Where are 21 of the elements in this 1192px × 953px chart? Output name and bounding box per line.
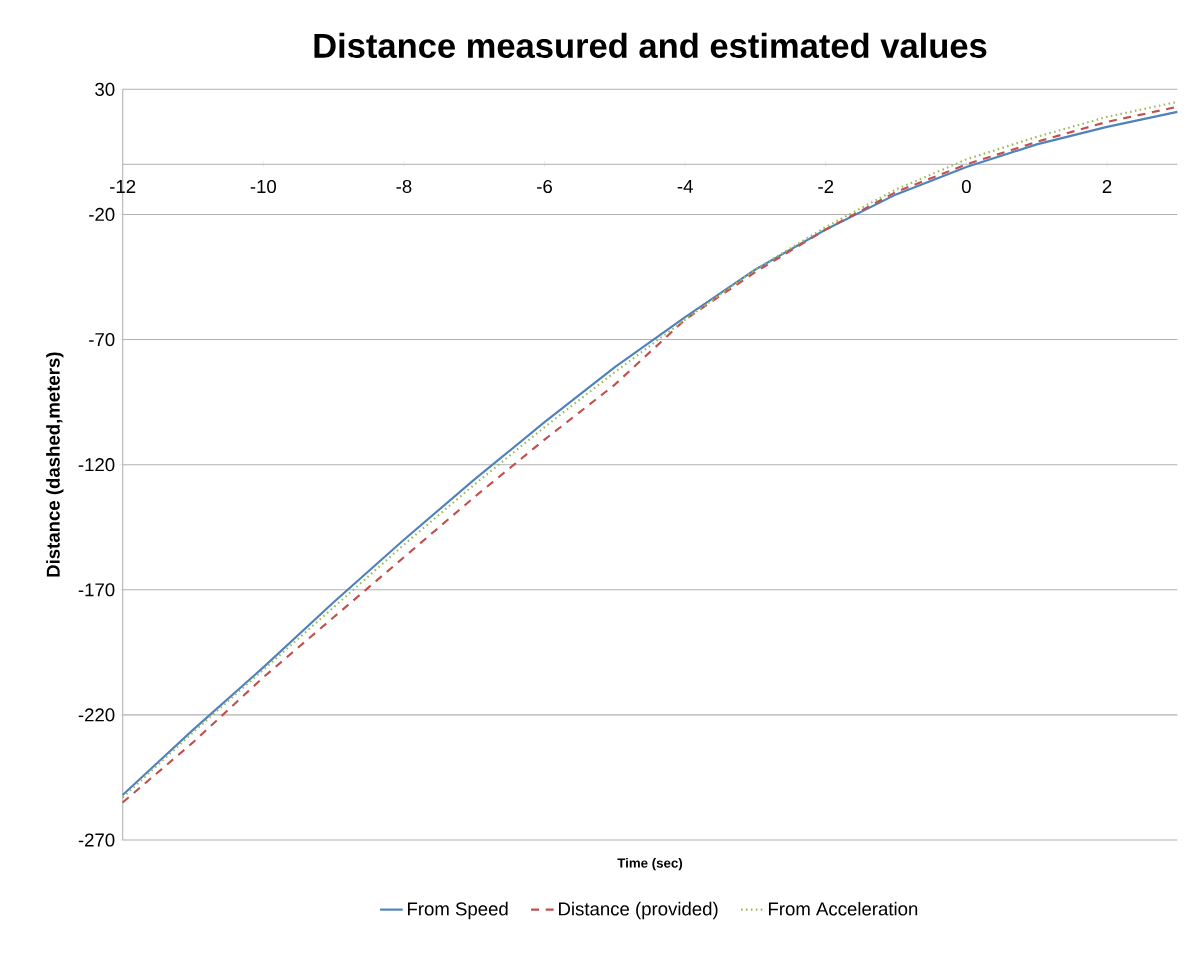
- x-tick-label: 0: [961, 179, 971, 193]
- x-tick-label: 2: [1102, 179, 1112, 193]
- legend-label: From Acceleration: [768, 901, 918, 916]
- y-tick-label: 30: [95, 82, 115, 96]
- chart-title: Distance measured and estimated values: [314, 32, 987, 58]
- legend-label: Distance (provided): [559, 901, 718, 920]
- x-tick-label: -12: [110, 179, 136, 193]
- x-axis-title: Time (sec): [617, 857, 683, 871]
- legend-label: From Speed: [407, 901, 508, 920]
- y-tick-label: -20: [89, 207, 115, 221]
- y-tick-label: -170: [78, 583, 115, 597]
- y-tick-label: -220: [78, 708, 115, 722]
- y-axis-title: Distance (dashed,meters): [46, 352, 64, 577]
- x-tick-label: -2: [818, 179, 834, 193]
- y-tick-label: -120: [78, 457, 115, 472]
- y-tick-label: -70: [89, 332, 115, 346]
- x-tick-label: -8: [396, 179, 412, 193]
- y-tick-label: -270: [78, 833, 115, 847]
- x-tick-label: -6: [537, 179, 552, 193]
- x-tick-label: -4: [677, 179, 693, 193]
- x-tick-label: -10: [250, 179, 277, 193]
